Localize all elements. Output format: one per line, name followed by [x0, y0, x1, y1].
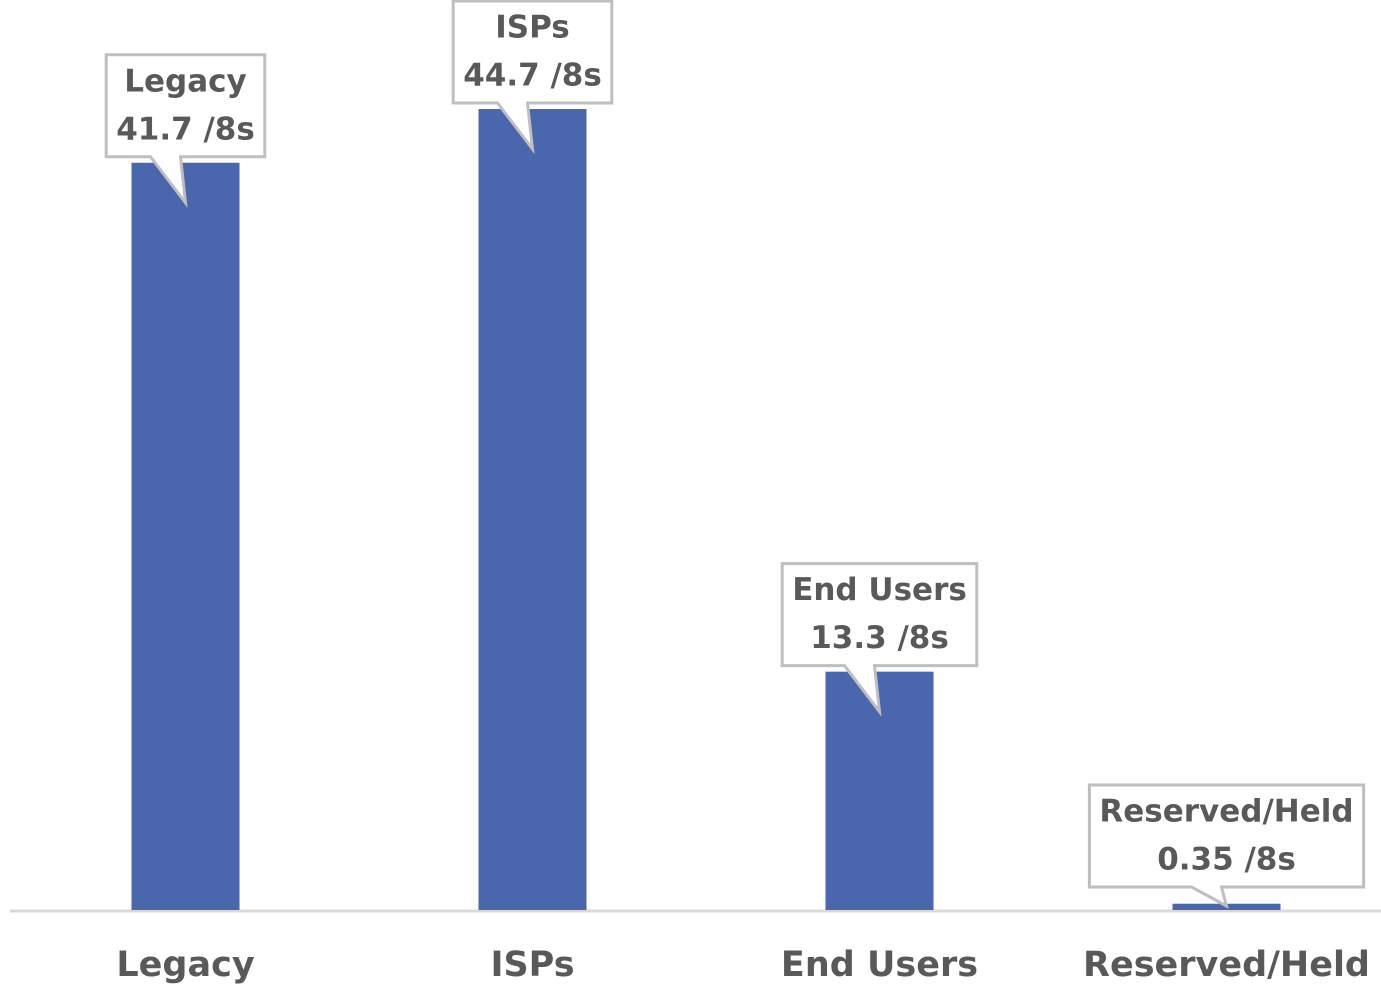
- x-tick-label: End Users: [781, 945, 978, 985]
- bar: [131, 162, 240, 910]
- data-label: 13.3 /8s: [810, 620, 949, 656]
- data-label: 41.7 /8s: [116, 111, 255, 147]
- bar: [478, 109, 587, 910]
- callout-box: [1087, 783, 1366, 909]
- data-label: 0.35 /8s: [1157, 842, 1296, 878]
- callout-category: End Users: [792, 572, 967, 608]
- data-label: 44.7 /8s: [463, 58, 602, 94]
- x-tick-label: Reserved/Held: [1083, 945, 1370, 985]
- callout-box: [451, 0, 614, 155]
- callout-category: Legacy: [124, 63, 246, 99]
- callout-category: Reserved/Held: [1099, 794, 1353, 830]
- callout-box: [780, 562, 979, 717]
- callout-category: ISPs: [495, 10, 570, 46]
- callout-box: [104, 53, 267, 208]
- x-tick-label: Legacy: [116, 945, 254, 985]
- x-tick-label: ISPs: [490, 945, 574, 985]
